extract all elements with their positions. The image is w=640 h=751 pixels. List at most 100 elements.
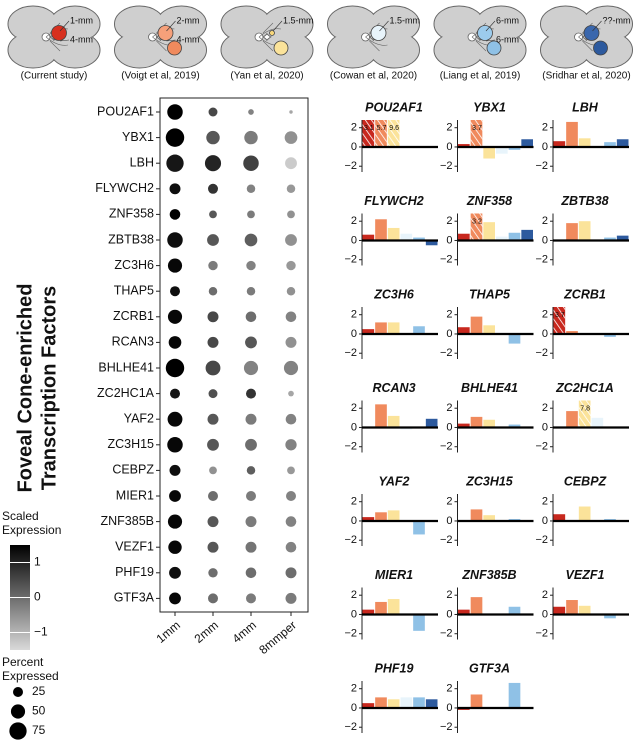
panel-title: ZC3H15: [465, 474, 514, 488]
dot: [287, 466, 295, 475]
x-tick-label: 1mm: [154, 618, 183, 646]
dot: [245, 413, 257, 425]
y-tick-label: −2: [535, 441, 548, 453]
region-label: 6-mm: [496, 15, 519, 25]
bar: [470, 316, 483, 334]
y-tick-label: 2: [351, 309, 357, 321]
dot: [286, 491, 296, 501]
bar: [470, 694, 483, 708]
value-label: 3.2: [472, 218, 482, 225]
gene-label: CEBPZ: [112, 463, 154, 477]
y-tick-label: 0: [351, 702, 357, 714]
y-tick-label: 0: [446, 328, 452, 340]
y-tick-label: 0: [542, 141, 548, 153]
dot: [243, 155, 259, 171]
gene-label: FLYWCH2: [95, 181, 154, 195]
panel-title: ZC3H6: [373, 287, 415, 301]
dot: [166, 154, 184, 172]
bar: [458, 233, 470, 241]
sample-region: [486, 40, 502, 56]
dot: [208, 260, 218, 271]
y-tick-label: 0: [446, 141, 452, 153]
bar: [413, 520, 425, 535]
gene-label: ZC2HC1A: [97, 386, 155, 400]
panel-title: ZNF385B: [461, 568, 516, 582]
value-label: 3.7: [472, 125, 482, 132]
dot: [245, 541, 257, 553]
panel-title: ZNF358: [466, 194, 512, 208]
leader: [379, 20, 389, 32]
retina-fill: [434, 6, 484, 42]
bar: [591, 417, 604, 428]
bar: [425, 418, 438, 428]
y-tick-label: 0: [542, 515, 548, 527]
retina-fill: [328, 32, 377, 68]
gene-label: ZNF385B: [101, 514, 155, 528]
y-tick-label: 0: [446, 515, 452, 527]
dot: [289, 110, 293, 114]
panel-title: LBH: [572, 100, 599, 114]
dot: [245, 438, 257, 451]
panel-title: GTF3A: [469, 661, 510, 675]
gene-label: YBX1: [122, 130, 154, 144]
bar: [470, 597, 483, 615]
region-label: ??-mm: [603, 15, 631, 25]
value-label: 7.8: [580, 405, 590, 412]
bar: [362, 234, 375, 241]
dot: [165, 128, 185, 147]
panel-title: POU2AF1: [365, 100, 423, 114]
retina-fill: [115, 32, 164, 68]
bar: [521, 229, 533, 241]
bar: [375, 404, 387, 428]
y-tick-label: 0: [351, 234, 357, 246]
y-tick-label: −2: [535, 628, 548, 640]
bar: [387, 227, 400, 241]
y-tick-label: 2: [446, 496, 452, 508]
value-label: 3.1: [364, 125, 374, 132]
dot: [169, 183, 181, 195]
y-tick-label: 0: [446, 234, 452, 246]
y-tick-label: −2: [344, 441, 357, 453]
region-label: 4-mm: [177, 34, 200, 44]
dot: [169, 592, 181, 605]
gene-label: ZC3H6: [114, 258, 154, 272]
retina-fill: [434, 32, 484, 68]
bar: [578, 138, 591, 147]
bar: [413, 697, 425, 708]
dot: [283, 360, 299, 376]
dot: [285, 567, 297, 579]
y-tick-label: −2: [440, 721, 453, 733]
x-tick-label: 2mm: [192, 618, 221, 646]
dot: [167, 514, 183, 529]
y-tick-label: 2: [542, 309, 548, 321]
bar: [375, 697, 387, 708]
y-tick-label: −2: [535, 254, 548, 266]
dot: [207, 336, 219, 348]
y-tick-label: 0: [542, 234, 548, 246]
size-key: [9, 722, 27, 740]
y-tick-label: 0: [351, 328, 357, 340]
y-tick-label: 2: [351, 122, 357, 134]
legend-title: Scaled: [2, 509, 39, 523]
dot: [169, 209, 181, 220]
dot: [167, 411, 183, 427]
overflow-hatch: [578, 400, 591, 428]
y-axis-title: Transcription Factors: [38, 286, 60, 491]
leader: [59, 20, 70, 32]
study-caption: (Voigt et al, 2019): [121, 71, 199, 82]
gene-label: MIER1: [116, 488, 154, 502]
retina-fill: [541, 6, 590, 42]
gene-label: ZCRB1: [113, 309, 154, 323]
y-tick-label: −2: [344, 254, 357, 266]
gene-label: YAF2: [124, 411, 154, 425]
bar: [470, 509, 483, 521]
bar: [578, 605, 591, 615]
panel-title: PHF19: [375, 661, 414, 675]
dot: [209, 466, 217, 475]
gene-label: GTF3A: [114, 591, 155, 605]
overflow-hatch: [362, 120, 375, 147]
dot: [285, 516, 297, 527]
y-tick-label: −2: [440, 347, 453, 359]
gene-label: RCAN3: [112, 335, 154, 349]
